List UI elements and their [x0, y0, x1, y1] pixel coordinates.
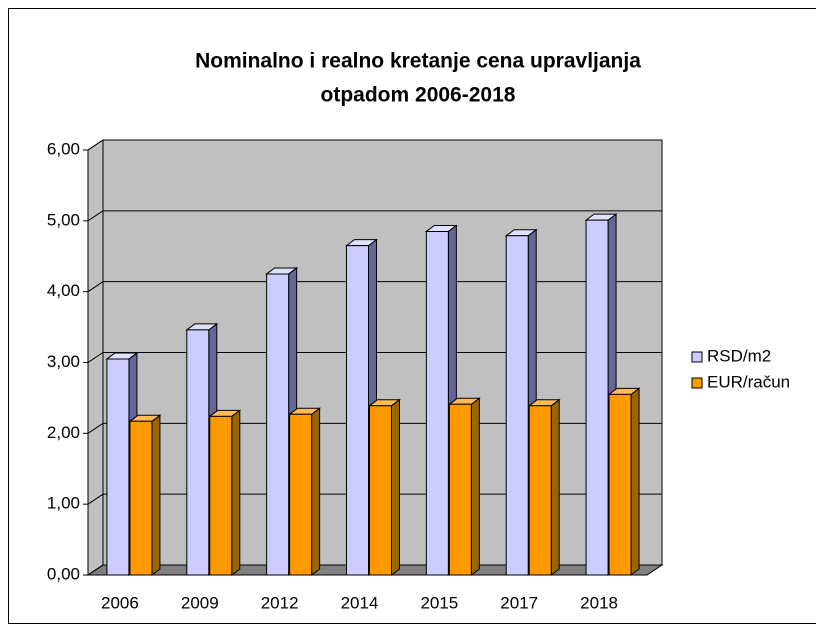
bar-side — [550, 398, 560, 576]
bar — [527, 398, 561, 576]
chart-title: otpadom 2006-2018 — [321, 84, 516, 107]
y-tick-label: 6,00 — [47, 139, 80, 158]
bar-side — [630, 387, 640, 576]
grid-line — [87, 281, 662, 293]
legend-swatch — [691, 377, 703, 389]
legend-label: RSD/m2 — [707, 346, 771, 365]
bar-side — [151, 414, 161, 576]
x-tick-label: 2014 — [341, 593, 379, 612]
bar — [447, 397, 481, 576]
chart-title: Nominalno i realno kretanje cena upravlj… — [195, 50, 641, 73]
y-tick-label: 0,00 — [47, 564, 80, 583]
bar-side — [231, 409, 241, 576]
bar — [607, 387, 641, 576]
bar — [368, 398, 401, 576]
bar-front — [346, 245, 369, 576]
bar-side — [311, 407, 321, 576]
y-tick-label: 1,00 — [47, 494, 80, 513]
bar-front — [425, 230, 449, 576]
x-tick-label: 2015 — [420, 593, 458, 612]
bar-front — [369, 405, 392, 576]
x-tick-label: 2018 — [580, 593, 618, 612]
y-tick-label: 4,00 — [47, 281, 80, 300]
bar — [208, 409, 242, 576]
x-tick-label: 2017 — [500, 593, 538, 612]
x-tick-label: 2012 — [261, 593, 299, 612]
bar-front — [528, 405, 552, 576]
grid-line — [87, 210, 662, 222]
y-tick-label: 2,00 — [47, 423, 80, 442]
bar-front — [608, 393, 632, 576]
bar-front — [585, 219, 609, 576]
bar-front — [106, 358, 130, 576]
bar-front — [266, 273, 290, 576]
bar — [128, 414, 162, 576]
x-tick-label: 2009 — [181, 593, 219, 612]
bar-front — [289, 413, 313, 576]
bar-front — [186, 329, 210, 576]
bar-front — [209, 415, 233, 576]
y-tick-label: 5,00 — [47, 210, 80, 229]
legend-label: EUR/račun — [707, 372, 790, 391]
x-tick-label: 2006 — [101, 593, 139, 612]
y-tick-label: 3,00 — [47, 352, 80, 371]
bar-side — [391, 398, 400, 576]
grid-line — [87, 352, 662, 363]
bar-front — [129, 420, 153, 576]
bar — [288, 407, 322, 576]
bar-side — [470, 397, 480, 576]
legend-swatch — [691, 351, 703, 363]
bar-front — [505, 235, 529, 576]
grid-line — [87, 139, 662, 151]
bar-front — [448, 403, 472, 576]
